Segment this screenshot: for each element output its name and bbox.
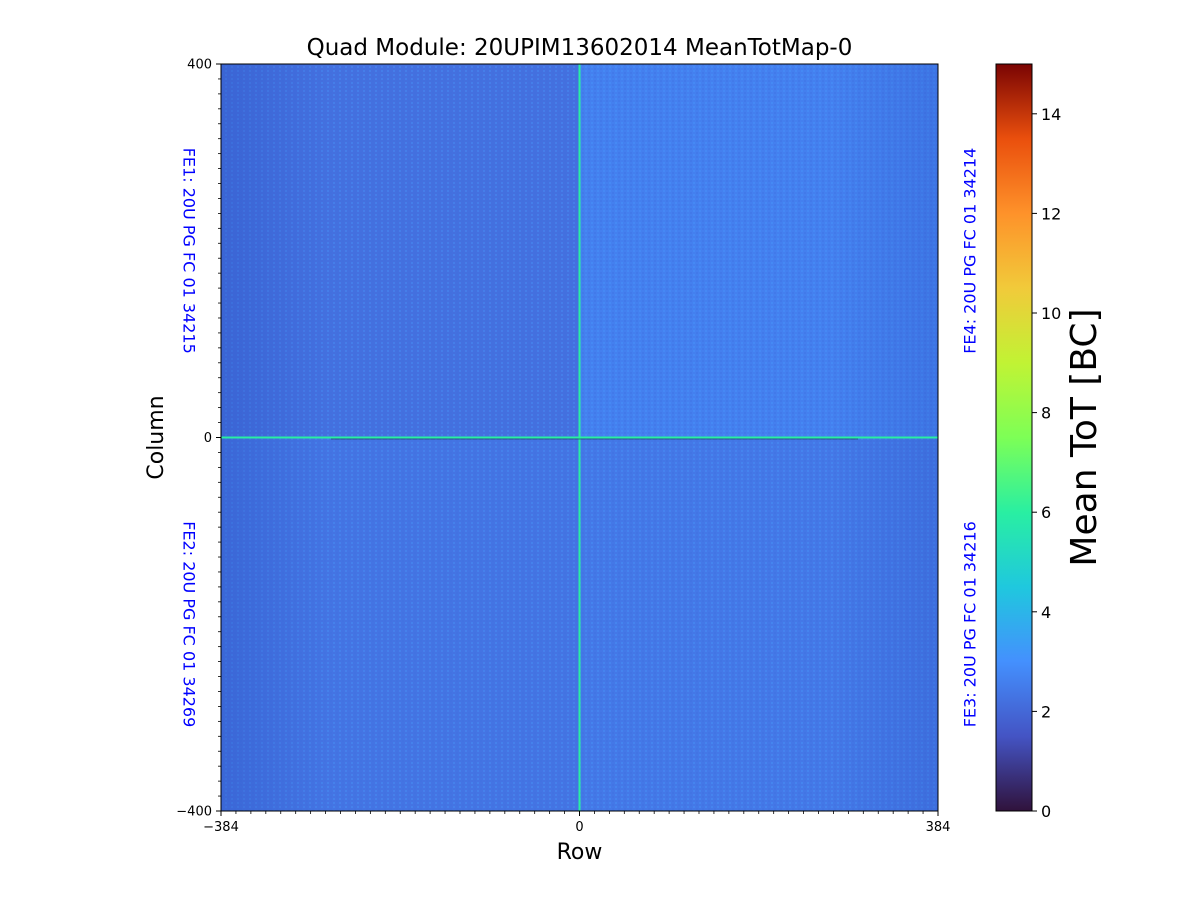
x-axis-label: Row <box>557 840 603 865</box>
y-axis-label: Column <box>144 395 169 479</box>
colorbar-tick-label: 2 <box>1041 702 1051 721</box>
x-tick-label: 384 <box>926 820 951 835</box>
y-tick-label: −400 <box>176 805 212 820</box>
x-tick-label: −384 <box>203 820 239 835</box>
colorbar-tick-label: 8 <box>1041 404 1051 423</box>
quadrant-label-bottom-right: FE3: 20U PG FC 01 34216 <box>961 521 980 727</box>
colorbar-label: Mean ToT [BC] <box>1064 308 1105 566</box>
y-tick-label: 400 <box>187 58 212 73</box>
colorbar <box>995 63 1033 812</box>
x-tick-label: 0 <box>575 820 583 835</box>
quadrant-label-top-left: FE1: 20U PG FC 01 34215 <box>180 148 199 354</box>
colorbar-tick-label: 12 <box>1041 204 1061 223</box>
quadrant-label-bottom-left: FE2: 20U PG FC 01 34269 <box>180 521 199 727</box>
colorbar-tick-label: 14 <box>1041 105 1061 124</box>
y-tick-label: 0 <box>204 431 212 446</box>
colorbar-tick-label: 0 <box>1041 802 1051 821</box>
chart-title: Quad Module: 20UPIM13602014 MeanTotMap-0 <box>307 35 853 61</box>
quadrant-label-top-right: FE4: 20U PG FC 01 34214 <box>961 148 980 354</box>
colorbar-tick-label: 6 <box>1041 503 1051 522</box>
colorbar-tick-label: 10 <box>1041 304 1061 323</box>
colorbar-tick-label: 4 <box>1041 603 1051 622</box>
